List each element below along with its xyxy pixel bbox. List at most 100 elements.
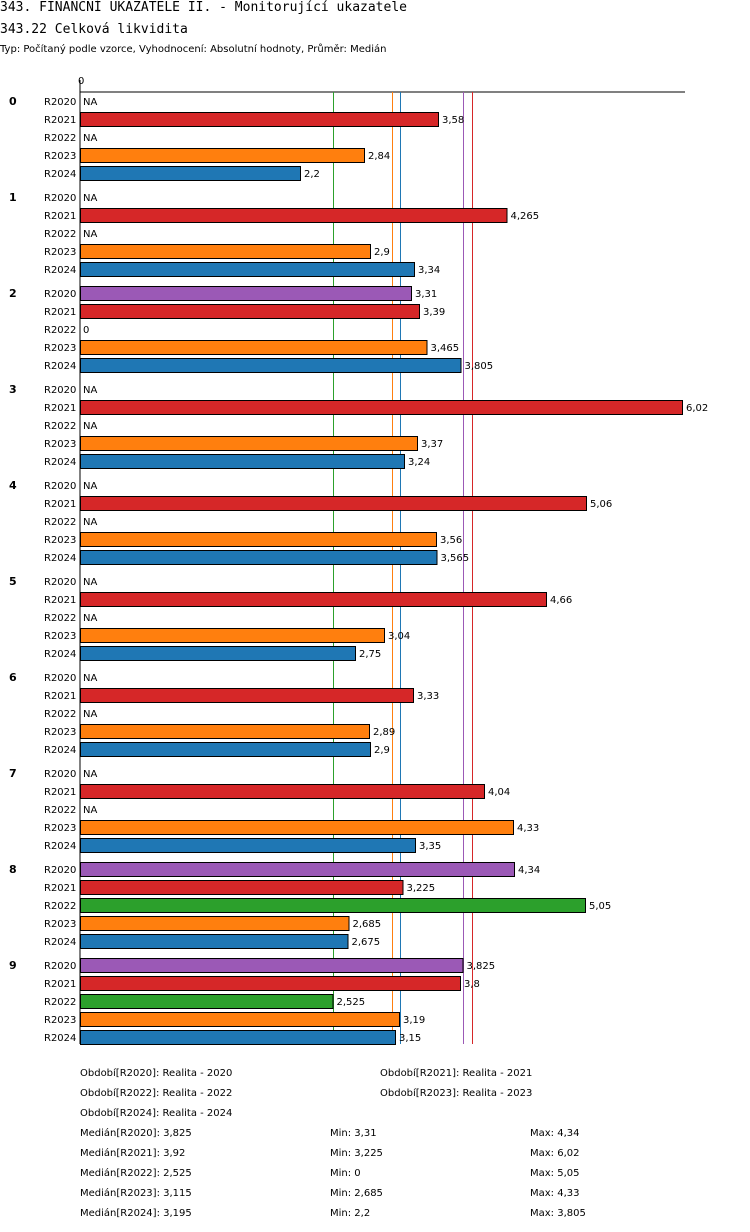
stat-max-r2023: Max: 4,33 <box>530 1188 580 1199</box>
category-label: R2021 <box>44 307 76 318</box>
stat-max-r2022: Max: 5,05 <box>530 1168 580 1179</box>
category-label: R2024 <box>44 1033 76 1044</box>
data-label: NA <box>83 193 97 204</box>
category-label: R2020 <box>44 865 76 876</box>
bar-r2021 <box>80 304 420 319</box>
data-label: 2,9 <box>374 247 390 258</box>
category-label: R2021 <box>44 403 76 414</box>
category-label: R2022 <box>44 997 76 1008</box>
bar-r2023 <box>80 436 418 451</box>
category-label: R2023 <box>44 919 76 930</box>
data-label: 3,565 <box>441 553 470 564</box>
group-label: 8 <box>9 863 17 876</box>
bar-r2021 <box>80 592 547 607</box>
data-label: 3,35 <box>419 841 441 852</box>
bar-r2023 <box>80 244 371 259</box>
group-label: 6 <box>9 671 17 684</box>
data-label: NA <box>83 385 97 396</box>
chart-subtitle: 343.22 Celková likvidita <box>0 22 188 37</box>
category-label: R2020 <box>44 193 76 204</box>
category-label: R2024 <box>44 553 76 564</box>
data-label: 3,04 <box>388 631 410 642</box>
category-label: R2022 <box>44 133 76 144</box>
data-label: NA <box>83 97 97 108</box>
data-label: NA <box>83 769 97 780</box>
bar-r2020 <box>80 862 515 877</box>
data-label: 4,66 <box>550 595 572 606</box>
category-label: R2024 <box>44 841 76 852</box>
data-label: 4,04 <box>488 787 510 798</box>
bar-r2020 <box>80 958 464 973</box>
bar-r2024 <box>80 166 301 181</box>
data-label: 3,24 <box>408 457 430 468</box>
category-label: R2020 <box>44 577 76 588</box>
bar-r2021 <box>80 784 485 799</box>
bar-r2023 <box>80 724 370 739</box>
data-label: NA <box>83 709 97 720</box>
data-label: 4,34 <box>518 865 540 876</box>
category-label: R2021 <box>44 691 76 702</box>
data-label: 3,805 <box>465 361 494 372</box>
stat-max-r2021: Max: 6,02 <box>530 1148 580 1159</box>
category-label: R2022 <box>44 709 76 720</box>
bar-r2023 <box>80 532 437 547</box>
bar-r2024 <box>80 838 416 853</box>
category-label: R2021 <box>44 787 76 798</box>
data-label: NA <box>83 577 97 588</box>
data-label: 3,34 <box>418 265 440 276</box>
data-label: 3,56 <box>440 535 462 546</box>
bar-r2021 <box>80 400 683 415</box>
data-label: 3,39 <box>423 307 445 318</box>
stat-min-r2022: Min: 0 <box>330 1168 361 1179</box>
data-label: 2,84 <box>368 151 390 162</box>
category-label: R2024 <box>44 265 76 276</box>
bar-r2024 <box>80 742 371 757</box>
bar-r2022 <box>80 898 586 913</box>
category-label: R2023 <box>44 823 76 834</box>
data-label: 3,15 <box>399 1033 421 1044</box>
stat-median-r2022: Medián[R2022]: 2,525 <box>80 1168 192 1179</box>
group-label: 9 <box>9 959 17 972</box>
category-label: R2024 <box>44 457 76 468</box>
x-axis-zero-label: 0 <box>78 76 84 87</box>
legend-period-r2022: Období[R2022]: Realita - 2022 <box>80 1088 233 1099</box>
data-label: 3,31 <box>415 289 437 300</box>
bar-r2021 <box>80 976 461 991</box>
stat-min-r2024: Min: 2,2 <box>330 1208 371 1219</box>
category-label: R2021 <box>44 211 76 222</box>
category-label: R2020 <box>44 961 76 972</box>
category-label: R2023 <box>44 151 76 162</box>
data-label: 3,33 <box>417 691 439 702</box>
data-label: 2,525 <box>337 997 366 1008</box>
stat-max-r2024: Max: 3,805 <box>530 1208 586 1219</box>
bar-r2024 <box>80 1030 396 1045</box>
category-label: R2023 <box>44 535 76 546</box>
data-label: 2,685 <box>353 919 382 930</box>
bar-r2021 <box>80 112 439 127</box>
category-label: R2024 <box>44 361 76 372</box>
category-label: R2021 <box>44 499 76 510</box>
data-label: 3,225 <box>407 883 436 894</box>
data-label: 2,89 <box>373 727 395 738</box>
group-label: 1 <box>9 191 17 204</box>
category-label: R2022 <box>44 421 76 432</box>
bar-r2023 <box>80 1012 400 1027</box>
category-label: R2024 <box>44 745 76 756</box>
category-label: R2022 <box>44 901 76 912</box>
stat-median-r2024: Medián[R2024]: 3,195 <box>80 1208 192 1219</box>
data-label: 5,06 <box>590 499 612 510</box>
category-label: R2023 <box>44 343 76 354</box>
data-label: 3,19 <box>403 1015 425 1026</box>
group-label: 4 <box>9 479 17 492</box>
category-label: R2021 <box>44 883 76 894</box>
group-label: 2 <box>9 287 17 300</box>
group-label: 3 <box>9 383 17 396</box>
legend-period-r2024: Období[R2024]: Realita - 2024 <box>80 1108 233 1119</box>
data-label: 3,825 <box>467 961 496 972</box>
bar-r2024 <box>80 358 462 373</box>
data-label: NA <box>83 673 97 684</box>
bar-r2021 <box>80 688 414 703</box>
category-label: R2023 <box>44 1015 76 1026</box>
category-label: R2022 <box>44 229 76 240</box>
